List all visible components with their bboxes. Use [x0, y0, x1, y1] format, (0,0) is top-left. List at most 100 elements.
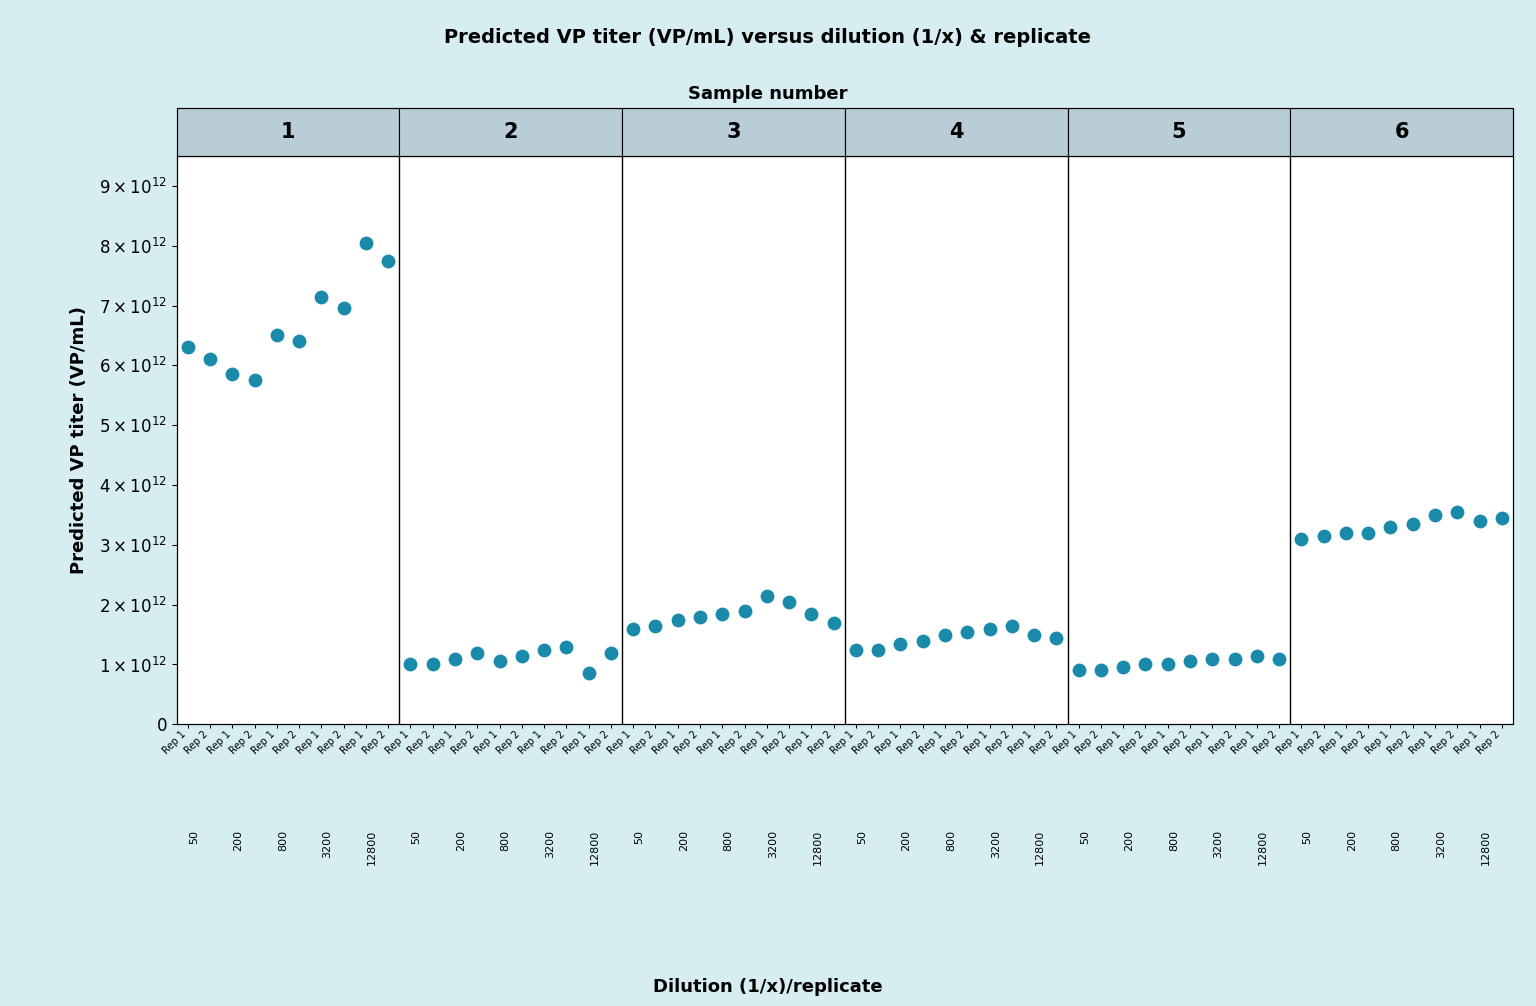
Text: Rep 1: Rep 1 [740, 729, 766, 757]
Text: Rep 2: Rep 2 [1341, 729, 1369, 757]
Text: Rep 2: Rep 2 [673, 729, 700, 757]
Point [1200, 651, 1224, 667]
Point [754, 588, 779, 604]
Text: Rep 2: Rep 2 [851, 729, 879, 757]
Text: Rep 2: Rep 2 [895, 729, 923, 757]
Text: Rep 2: Rep 2 [495, 729, 522, 757]
Text: 4: 4 [949, 122, 963, 142]
Text: 50: 50 [634, 830, 645, 844]
Text: Rep 1: Rep 1 [206, 729, 232, 757]
Text: 3200: 3200 [768, 830, 777, 858]
Text: Rep 2: Rep 2 [940, 729, 968, 757]
Text: 800: 800 [501, 830, 510, 851]
Point [421, 657, 445, 673]
Text: 3200: 3200 [1436, 830, 1447, 858]
Text: Rep 1: Rep 1 [1186, 729, 1212, 757]
Text: Rep 1: Rep 1 [1141, 729, 1167, 757]
Text: Rep 2: Rep 2 [316, 729, 344, 757]
Text: Predicted VP titer (VP/mL) versus dilution (1/x) & replicate: Predicted VP titer (VP/mL) versus diluti… [444, 28, 1092, 47]
Text: 800: 800 [723, 830, 734, 851]
Text: Rep 1: Rep 1 [1319, 729, 1346, 757]
Point [977, 621, 1001, 637]
Text: Rep 1: Rep 1 [1008, 729, 1034, 757]
Point [799, 606, 823, 622]
Text: Rep 2: Rep 2 [584, 729, 611, 757]
Text: 800: 800 [278, 830, 289, 851]
Point [1244, 648, 1269, 664]
Y-axis label: Predicted VP titer (VP/mL): Predicted VP titer (VP/mL) [69, 306, 88, 574]
Text: 3: 3 [727, 122, 740, 142]
Point [621, 621, 645, 637]
Point [576, 665, 601, 681]
Text: Rep 2: Rep 2 [1029, 729, 1057, 757]
Text: Rep 2: Rep 2 [806, 729, 834, 757]
Point [1333, 525, 1358, 541]
Point [866, 642, 891, 658]
Point [1223, 651, 1247, 667]
Point [442, 651, 467, 667]
Text: Rep 1: Rep 1 [919, 729, 945, 757]
Text: Rep 1: Rep 1 [295, 729, 321, 757]
Text: Rep 2: Rep 2 [1252, 729, 1279, 757]
Point [733, 603, 757, 619]
Point [309, 289, 333, 305]
Text: Rep 2: Rep 2 [1163, 729, 1190, 757]
Text: Dilution (1/x)/replicate: Dilution (1/x)/replicate [653, 978, 883, 996]
Point [1089, 662, 1114, 678]
Text: 50: 50 [857, 830, 866, 844]
Text: Rep 1: Rep 1 [339, 729, 366, 757]
Point [644, 618, 668, 634]
Text: Sample number: Sample number [688, 85, 848, 103]
Text: Rep 1: Rep 1 [1230, 729, 1256, 757]
Point [1155, 657, 1180, 673]
Point [1422, 507, 1447, 523]
Point [1111, 660, 1135, 676]
Text: Rep 2: Rep 2 [1475, 729, 1502, 757]
Point [1467, 513, 1491, 529]
Text: Rep 1: Rep 1 [1275, 729, 1301, 757]
Point [353, 234, 378, 250]
Text: 50: 50 [189, 830, 200, 844]
Text: 12800: 12800 [1035, 830, 1044, 865]
Text: Rep 2: Rep 2 [628, 729, 656, 757]
Point [1289, 531, 1313, 547]
Text: 50: 50 [1080, 830, 1089, 844]
Text: Rep 2: Rep 2 [1296, 729, 1324, 757]
Text: 3200: 3200 [1213, 830, 1223, 858]
Point [1044, 630, 1069, 646]
Point [287, 333, 312, 349]
Text: Rep 1: Rep 1 [562, 729, 588, 757]
Text: 12800: 12800 [367, 830, 376, 865]
Point [531, 642, 556, 658]
Text: Rep 1: Rep 1 [161, 729, 187, 757]
Text: 1: 1 [281, 122, 295, 142]
Point [1356, 525, 1381, 541]
Text: 200: 200 [1347, 830, 1358, 851]
Point [1401, 516, 1425, 532]
Text: Rep 1: Rep 1 [651, 729, 677, 757]
Point [198, 351, 223, 367]
Point [1066, 662, 1091, 678]
Text: 3200: 3200 [991, 830, 1001, 858]
Point [220, 366, 244, 382]
Text: 200: 200 [1124, 830, 1134, 851]
Point [376, 253, 401, 269]
Text: Rep 1: Rep 1 [874, 729, 900, 757]
Text: Rep 2: Rep 2 [406, 729, 433, 757]
Text: 50: 50 [1303, 830, 1312, 844]
Text: 12800: 12800 [1258, 830, 1269, 865]
Point [1134, 657, 1158, 673]
Text: 12800: 12800 [590, 830, 599, 865]
Text: Rep 1: Rep 1 [473, 729, 499, 757]
Point [264, 327, 289, 343]
Text: Rep 1: Rep 1 [785, 729, 811, 757]
Point [1178, 654, 1203, 670]
Text: 200: 200 [456, 830, 467, 851]
Point [710, 606, 734, 622]
Point [465, 645, 490, 661]
Point [243, 372, 267, 388]
Text: Rep 1: Rep 1 [250, 729, 276, 757]
Point [175, 339, 200, 355]
Text: Rep 1: Rep 1 [1409, 729, 1435, 757]
Text: Rep 1: Rep 1 [963, 729, 989, 757]
